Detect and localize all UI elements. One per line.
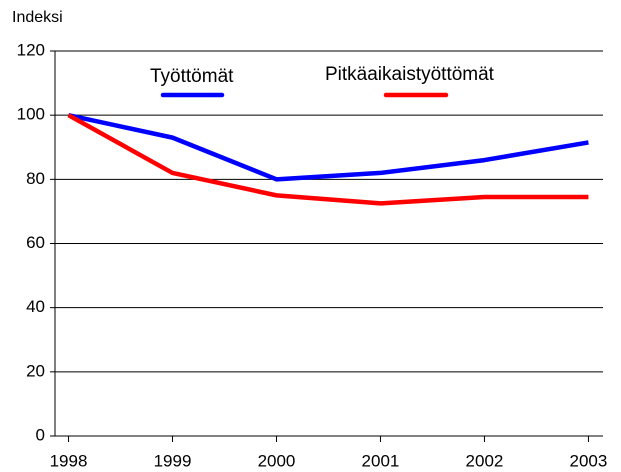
x-tick-label: 2000: [258, 451, 296, 470]
y-tick-label: 0: [36, 425, 45, 444]
y-tick-label: 40: [26, 297, 45, 316]
x-tick-label: 2001: [362, 451, 400, 470]
x-tick-label: 1998: [50, 451, 88, 470]
series-line: [68, 112, 589, 182]
legend-label: Työttömät: [150, 66, 234, 87]
x-tick-label: 1999: [154, 451, 192, 470]
x-tick-label: 2002: [466, 451, 504, 470]
x-tick-label: 2003: [570, 451, 608, 470]
y-tick-label: 100: [17, 105, 45, 124]
legend-label: Pitkäaikaistyöttömät: [325, 64, 495, 85]
y-tick-label: 120: [17, 40, 45, 59]
y-axis-label: Indeksi: [12, 9, 63, 26]
y-tick-label: 20: [26, 361, 45, 380]
y-tick-label: 60: [26, 233, 45, 252]
series-line: [67, 113, 589, 206]
y-tick-label: 80: [26, 169, 45, 188]
